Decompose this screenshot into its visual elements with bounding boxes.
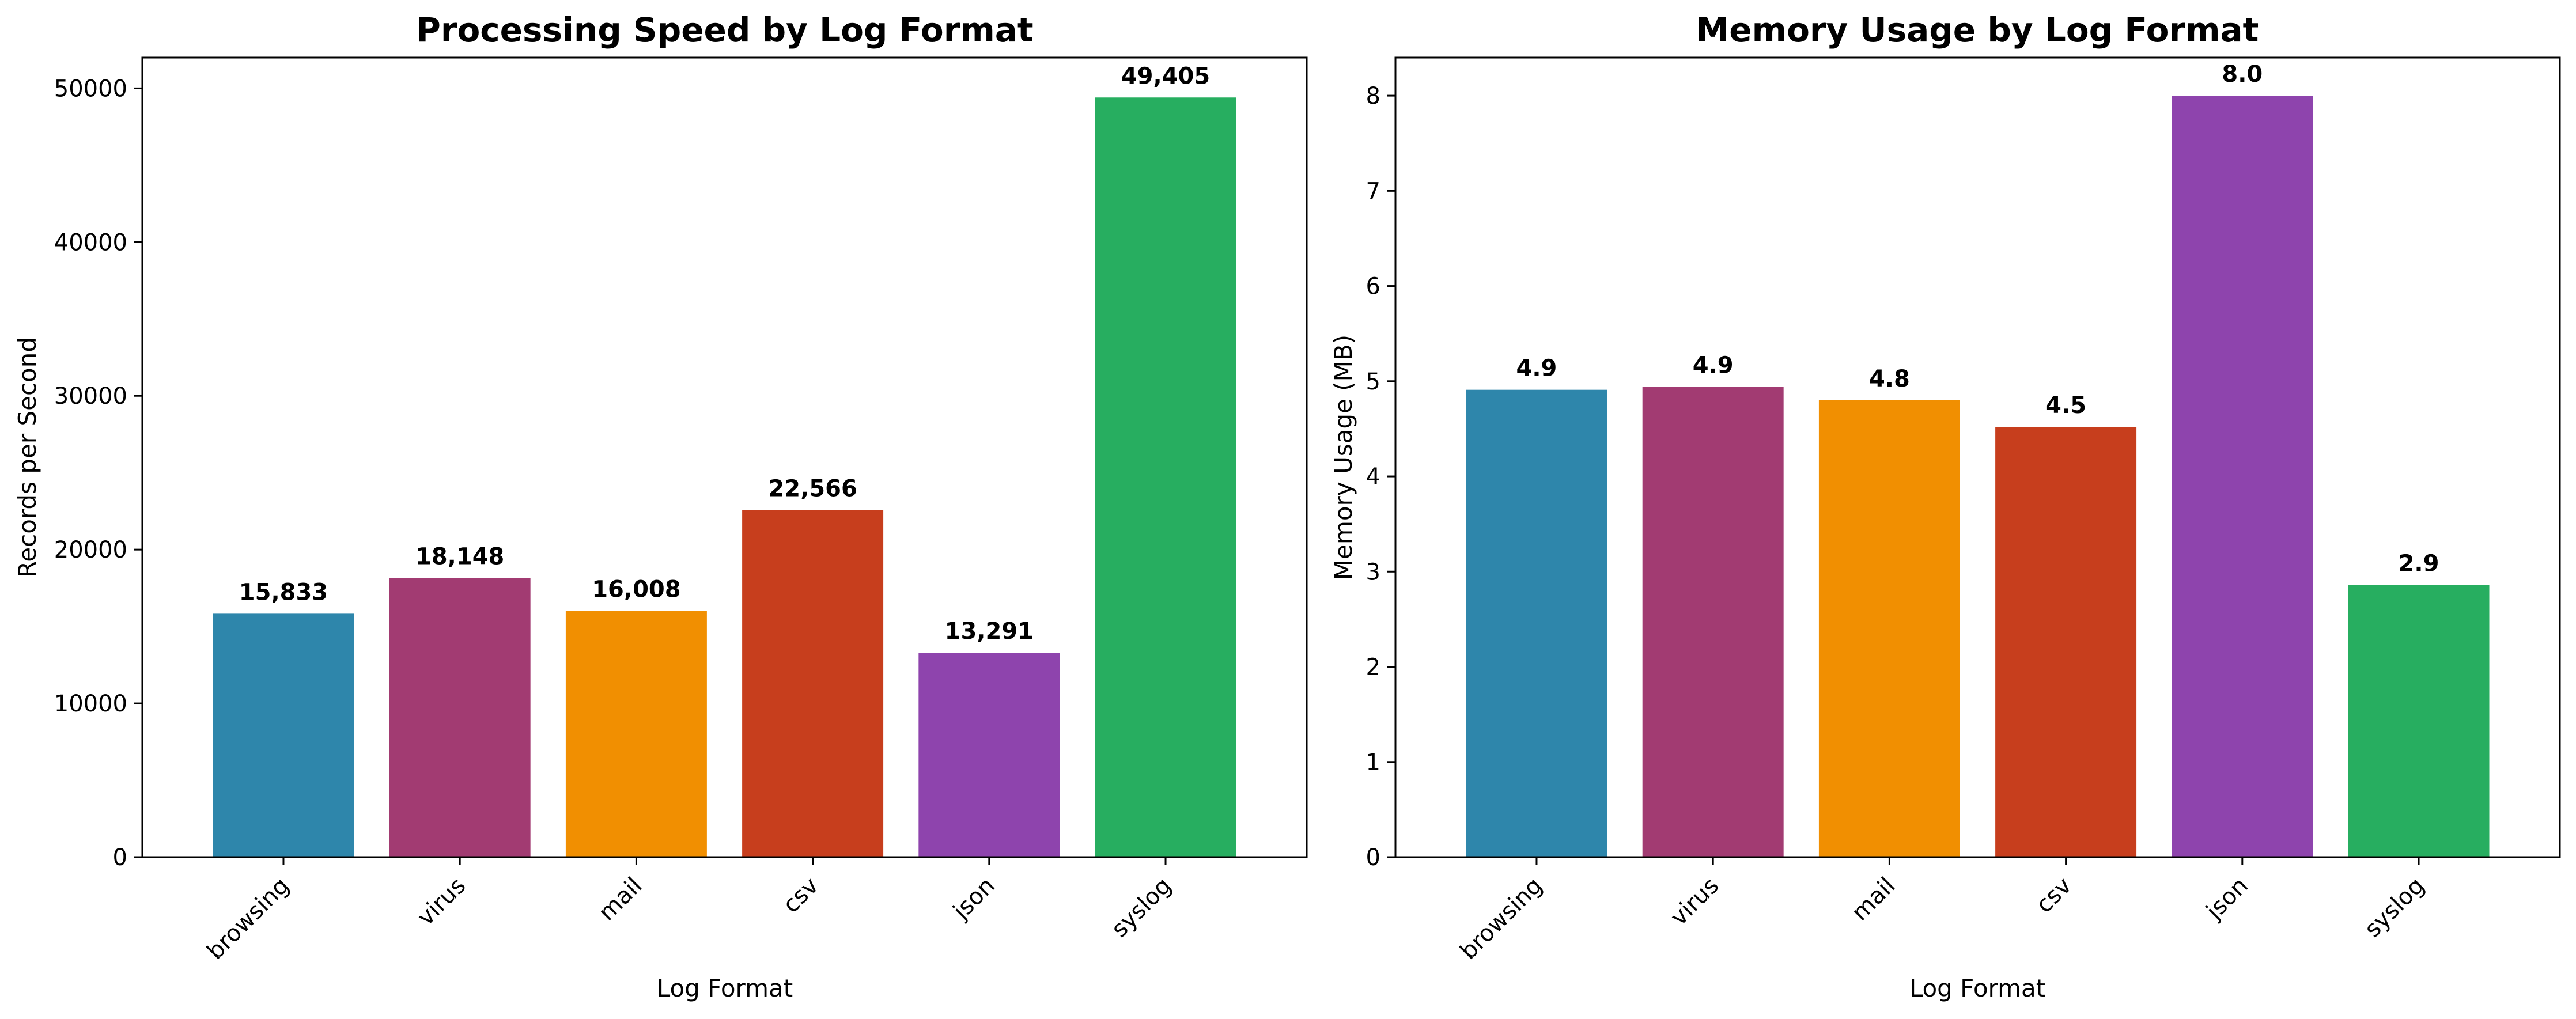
plot-frame: [141, 56, 1308, 858]
bar-csv: [1995, 427, 2137, 857]
bar-mail: [565, 611, 707, 857]
plot-frame: [1394, 56, 2561, 858]
y-tick-label: 7: [1366, 178, 1380, 204]
y-axis-label: Records per Second: [13, 337, 41, 578]
y-tick-label: 50000: [54, 75, 127, 102]
data-label-syslog: 2.9: [2399, 550, 2439, 577]
data-label-mail: 4.8: [1869, 366, 1910, 392]
data-label-browsing: 15,833: [239, 579, 328, 605]
bar-browsing: [213, 613, 354, 857]
memory-usage-chart: Memory Usage by Log Format Log Format Me…: [1329, 10, 2561, 1002]
data-label-json: 13,291: [945, 618, 1034, 645]
y-axis-label: Memory Usage (MB): [1329, 335, 1357, 580]
y-tick-label: 0: [113, 844, 127, 871]
bar-virus: [1642, 387, 1784, 857]
x-tick-label-mail: mail: [593, 873, 647, 926]
x-tick-label-virus: virus: [1666, 873, 1724, 931]
bar-virus: [389, 578, 531, 857]
x-tick-label-csv: csv: [2031, 873, 2077, 919]
y-tick-label: 4: [1366, 464, 1380, 490]
x-tick-label-json: json: [2201, 873, 2253, 925]
x-axis-label: Log Format: [1909, 974, 2045, 1002]
y-tick-label: 3: [1366, 559, 1380, 585]
y-tick-label: 20000: [54, 537, 127, 563]
y-tick-label: 2: [1366, 654, 1380, 681]
data-label-syslog: 49,405: [1121, 63, 1210, 89]
bar-mail: [1818, 400, 1960, 857]
y-tick-label: 30000: [54, 383, 127, 410]
data-label-json: 8.0: [2222, 61, 2263, 88]
x-tick-label-browsing: browsing: [202, 873, 294, 965]
bar-json: [918, 653, 1060, 857]
x-tick-label-syslog: syslog: [1106, 873, 1177, 943]
y-tick-label: 40000: [54, 229, 127, 256]
chart-title: Processing Speed by Log Format: [416, 10, 1033, 50]
x-tick-label-json: json: [948, 873, 1000, 925]
y-tick-label: 8: [1366, 83, 1380, 109]
bar-json: [2172, 96, 2313, 858]
data-label-browsing: 4.9: [1516, 355, 1557, 382]
x-tick-label-virus: virus: [413, 873, 471, 931]
y-tick-label: 0: [1366, 844, 1380, 871]
bar-csv: [742, 510, 884, 857]
x-axis-label: Log Format: [657, 974, 793, 1002]
y-tick-label: 6: [1366, 274, 1380, 300]
data-label-virus: 4.9: [1693, 353, 1734, 379]
bar-syslog: [2348, 585, 2490, 857]
data-label-mail: 16,008: [592, 577, 680, 603]
data-label-csv: 22,566: [768, 476, 857, 502]
y-tick-label: 1: [1366, 749, 1380, 776]
chart-title: Memory Usage by Log Format: [1696, 10, 2259, 50]
bar-browsing: [1466, 389, 1607, 857]
data-label-csv: 4.5: [2045, 392, 2086, 419]
x-tick-label-browsing: browsing: [1455, 873, 1548, 965]
x-tick-label-syslog: syslog: [2359, 873, 2430, 943]
processing-speed-chart: Processing Speed by Log Format Log Forma…: [13, 10, 1308, 1002]
x-tick-label-csv: csv: [778, 873, 824, 919]
y-tick-label: 5: [1366, 369, 1380, 395]
bar-syslog: [1095, 97, 1236, 857]
y-tick-label: 10000: [54, 691, 127, 717]
data-label-virus: 18,148: [415, 544, 504, 570]
x-tick-label-mail: mail: [1847, 873, 1900, 926]
